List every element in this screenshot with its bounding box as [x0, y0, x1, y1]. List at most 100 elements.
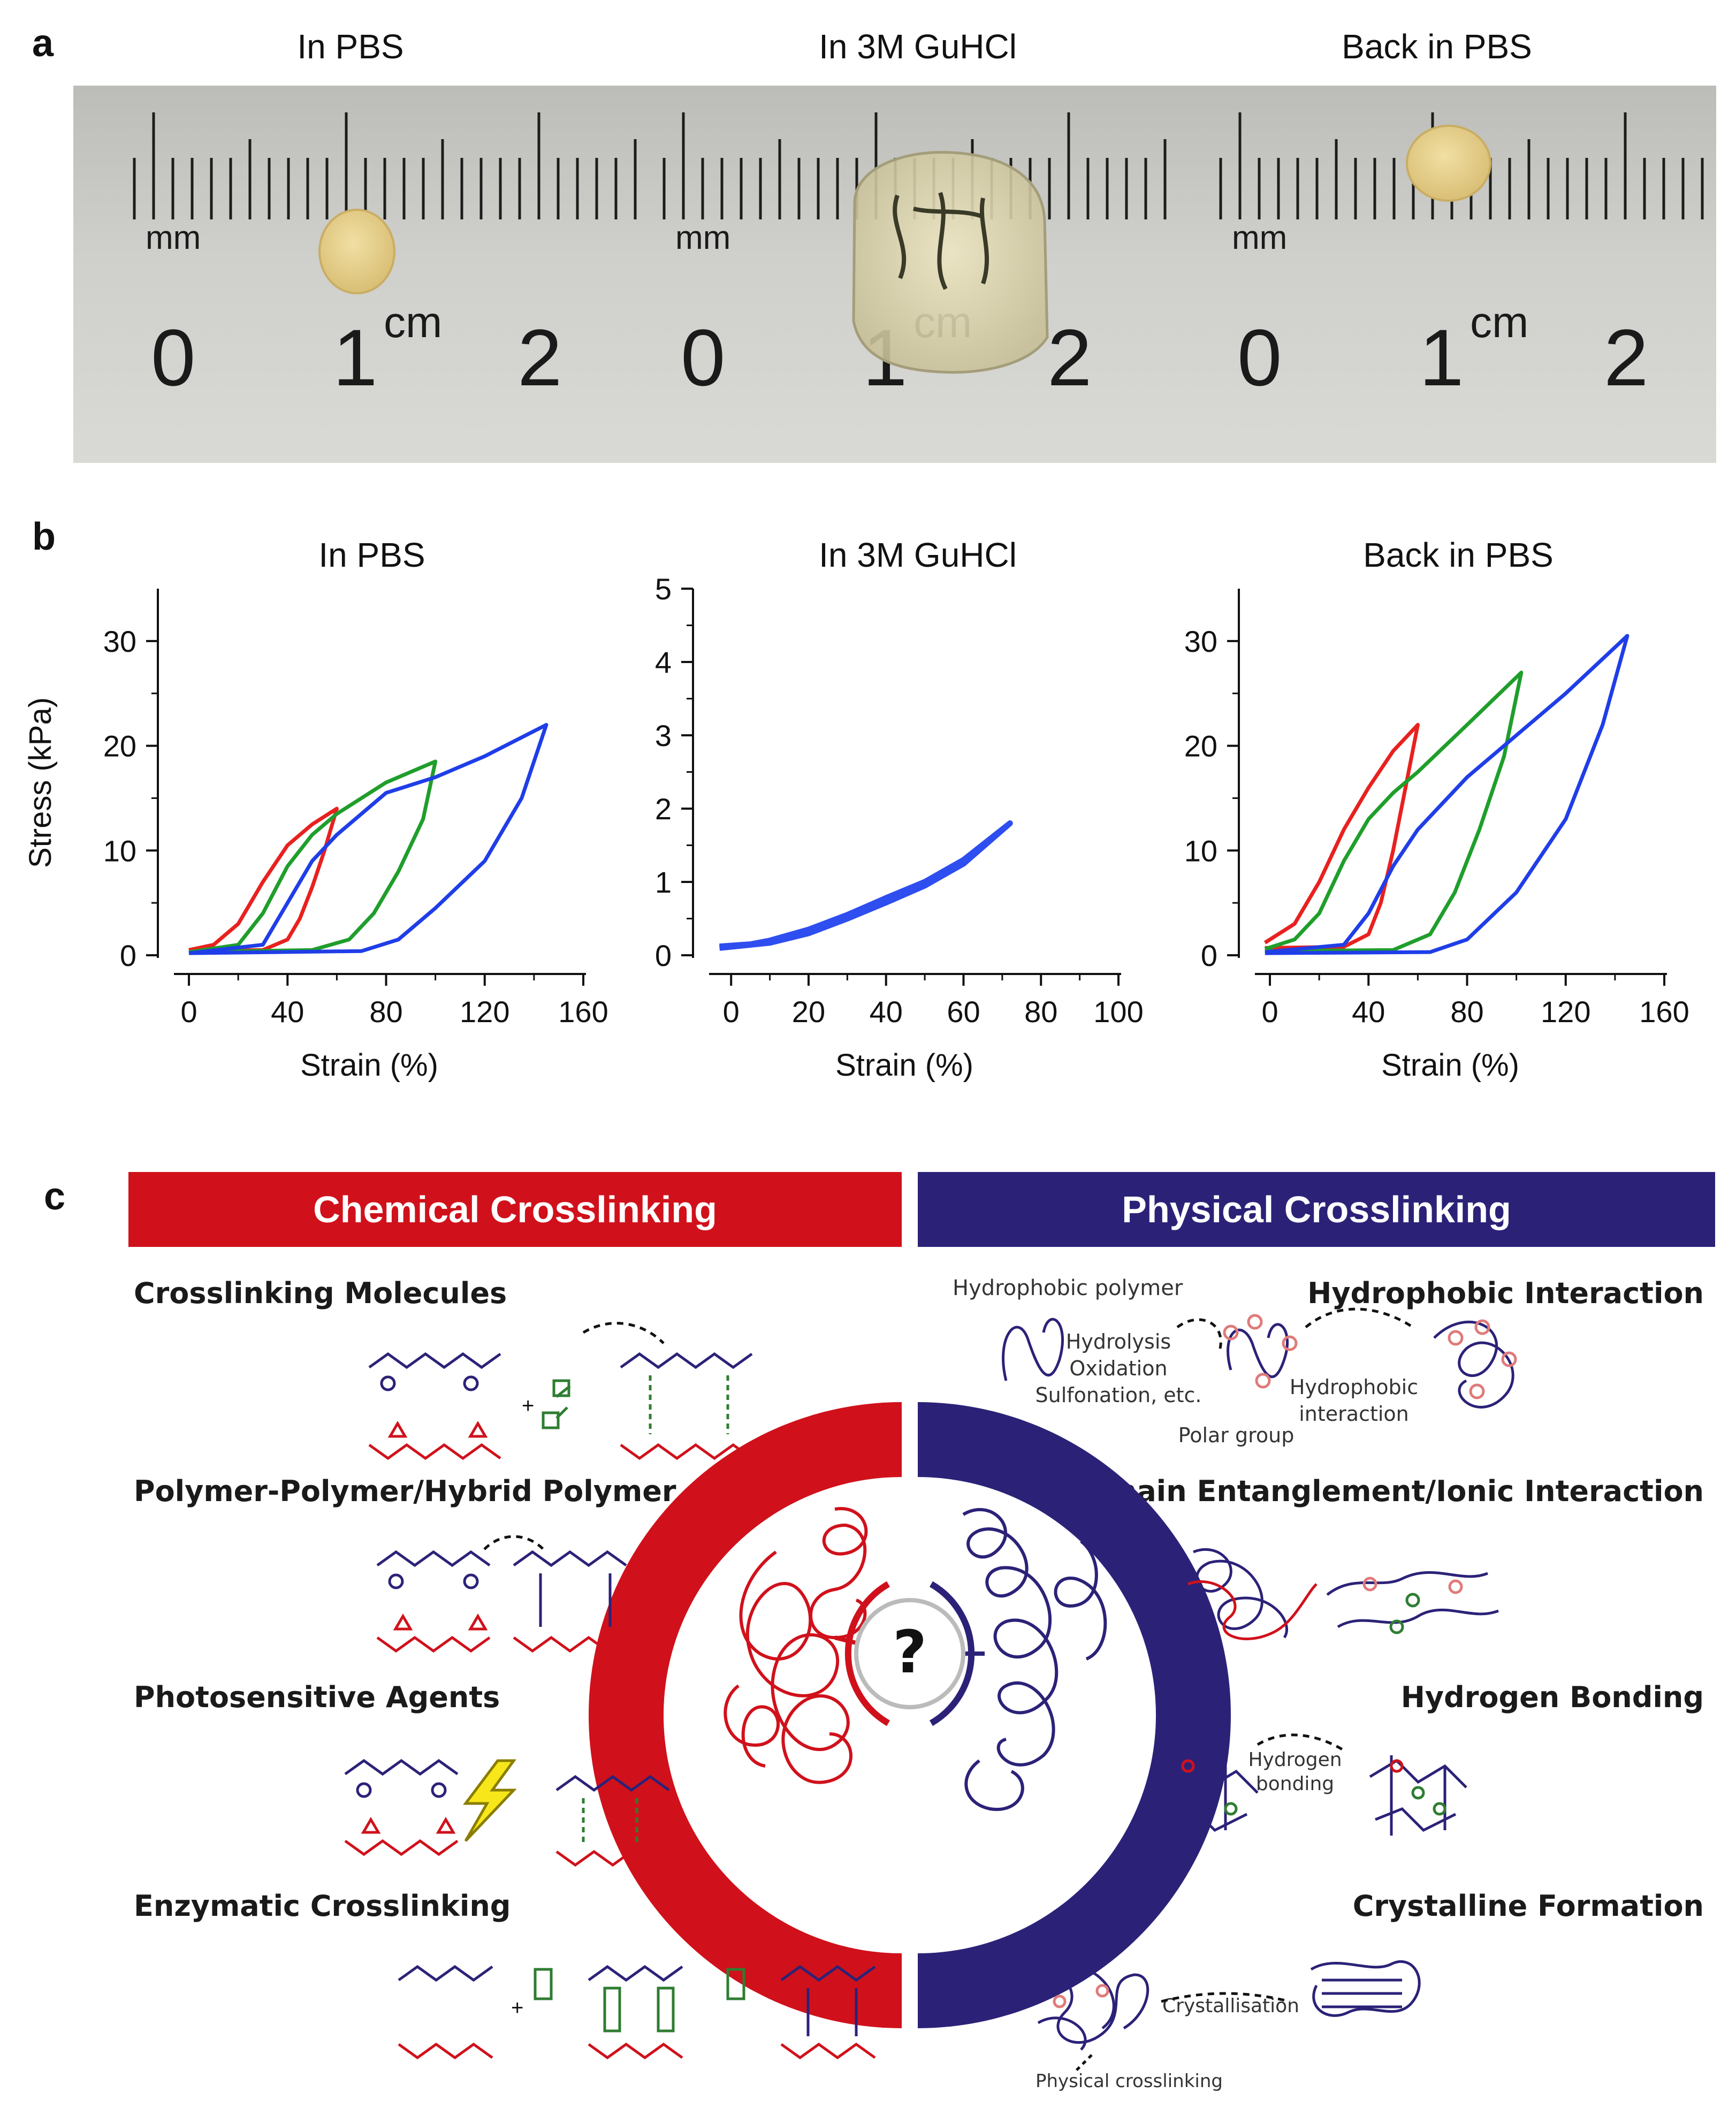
photo-title-pbs: In PBS	[297, 27, 404, 66]
y-tick-label: 0	[1201, 939, 1217, 972]
svg-text:+: +	[522, 1394, 534, 1418]
gel-sample-pbs	[318, 209, 395, 294]
diagram-polymer-polymer	[376, 1535, 627, 1653]
chemical-banner: Chemical Crosslinking	[128, 1172, 902, 1247]
y-tick-label: 4	[655, 645, 672, 679]
annot-oxidation: Oxidation	[1069, 1357, 1167, 1380]
gel-sample-swollen	[852, 150, 1049, 374]
ruler-number-2: 2	[1604, 313, 1648, 402]
annot-physical-crosslinking: Physical crosslinking	[1035, 2071, 1223, 2092]
annot-hydrophobic-polymer: Hydrophobic polymer	[953, 1276, 1183, 1300]
annot-hydrogen-2: bonding	[1256, 1773, 1334, 1795]
x-tick-label: 160	[558, 995, 608, 1029]
annot-hydrogen-1: Hydrogen	[1248, 1749, 1342, 1771]
series-cycle-100-	[1264, 671, 1524, 953]
center-question-mark: ?	[893, 1618, 927, 1686]
diagram-hydrogen-bonding	[1160, 1733, 1467, 1836]
panel-letter-a: a	[32, 22, 54, 65]
panel-letter-c: c	[44, 1175, 66, 1218]
chart-title-back-pbs: Back in PBS	[1363, 536, 1554, 574]
series-cycles	[719, 820, 1013, 951]
ruler-unit-cm: cm	[384, 298, 442, 347]
x-tick-label: 120	[460, 995, 509, 1029]
y-tick-label: 10	[103, 834, 136, 867]
diagram-crystalline	[1026, 1960, 1421, 2072]
label-photosensitive: Photosensitive Agents	[134, 1680, 500, 1714]
diagram-crosslinking-molecules: +	[368, 1322, 753, 1460]
label-polymer-polymer: Polymer-Polymer/Hybrid Polymer	[134, 1474, 676, 1508]
photo-title-guhcl: In 3M GuHCl	[819, 27, 1017, 66]
question-circle	[854, 1598, 965, 1709]
x-tick-label: 60	[947, 995, 980, 1029]
chart-title-guhcl: In 3M GuHCl	[819, 536, 1017, 574]
label-crosslinking-molecules: Crosslinking Molecules	[134, 1276, 507, 1310]
diagram-hydrophobic	[1002, 1307, 1517, 1409]
x-axis-label: Strain (%)	[835, 1048, 973, 1083]
x-tick-label: 40	[271, 995, 304, 1029]
annot-hydrophobic-int-2: interaction	[1299, 1402, 1409, 1426]
x-tick-label: 0	[180, 995, 197, 1029]
x-tick-label: 120	[1541, 995, 1590, 1029]
y-tick-label: 10	[1184, 834, 1217, 867]
diagram-enzymatic: +	[398, 1965, 876, 2060]
series-cycle-145-	[188, 722, 549, 955]
y-tick-label: 3	[655, 719, 672, 752]
ruler-number-2: 2	[517, 313, 562, 402]
ruler-number-0: 0	[681, 313, 725, 402]
annot-sulfonation: Sulfonation, etc.	[1035, 1383, 1202, 1407]
photo-strip: mm012cmmm012cmmm012cm	[73, 86, 1723, 463]
label-hydrogen-bonding: Hydrogen Bonding	[1400, 1680, 1704, 1714]
ruler-photos: mm012cmmm012cmmm012cm	[133, 112, 1723, 402]
x-tick-label: 40	[1352, 995, 1385, 1029]
x-axis-label: Strain (%)	[300, 1048, 438, 1083]
x-tick-label: 80	[369, 995, 402, 1029]
ruler-unit-mm: mm	[675, 219, 730, 256]
label-chain-entanglement: Chain Entanglement/Ionic Interaction	[1095, 1474, 1704, 1508]
ruler-number-2: 2	[1047, 313, 1092, 402]
x-tick-label: 40	[870, 995, 903, 1029]
y-tick-label: 20	[1184, 729, 1217, 763]
annot-hydrolysis: Hydrolysis	[1066, 1330, 1171, 1353]
y-tick-label: 1	[655, 865, 672, 899]
y-tick-label: 2	[655, 792, 672, 826]
annot-polar-group: Polar group	[1178, 1424, 1295, 1447]
chart-1: 0 1 2 3 4 5 0 20 40 60 80 100 Strain (%)	[655, 572, 1144, 1083]
chemical-network	[724, 1507, 868, 1784]
x-axis-label: Strain (%)	[1381, 1048, 1519, 1083]
crosslinking-schematic: ? + +	[344, 1276, 1517, 2092]
chart-0: 0 10 20 30 0 40 80 120 160 Strain (%) Stress (kPa)	[23, 589, 608, 1083]
ruler-number-1: 1	[1419, 313, 1464, 402]
chemical-ring	[589, 1402, 902, 2028]
ruler-2: mm 0 1 2 cm	[1219, 112, 1723, 402]
y-tick-label: 0	[655, 939, 672, 972]
label-crystalline: Crystalline Formation	[1352, 1889, 1704, 1923]
annot-crystallisation: Crystallisation	[1162, 1995, 1299, 2017]
label-enzymatic: Enzymatic Crosslinking	[134, 1889, 511, 1923]
series-cycle-145-	[1265, 634, 1630, 955]
diagram-photosensitive	[344, 1759, 670, 1867]
x-tick-label: 100	[1093, 995, 1143, 1029]
series-cycle-60-	[188, 806, 339, 953]
physical-ring	[918, 1402, 1231, 2028]
physical-banner: Physical Crosslinking	[918, 1172, 1715, 1247]
y-tick-label: 30	[1184, 625, 1217, 658]
ruler-number-0: 0	[151, 313, 195, 402]
series-cycle-60-	[1263, 722, 1420, 950]
photo-title-back-pbs: Back in PBS	[1342, 27, 1532, 66]
ruler-unit-mm: mm	[1232, 219, 1287, 256]
ruler-unit-cm: cm	[1470, 298, 1528, 347]
ruler-0: mm 0 1 2 cm	[133, 112, 637, 402]
y-axis-label: Stress (kPa)	[23, 697, 58, 868]
y-tick-label: 30	[103, 625, 136, 658]
series-cycle-100-	[188, 759, 438, 954]
svg-text:+: +	[511, 1996, 523, 2020]
y-tick-label: 0	[120, 939, 136, 972]
physical-network	[962, 1508, 1107, 1811]
gel-sample-back-pbs	[1406, 125, 1491, 202]
y-tick-label: 5	[655, 572, 672, 606]
x-tick-label: 0	[723, 995, 740, 1029]
ruler-number-1: 1	[333, 313, 377, 402]
annot-hydrophobic-int-1: Hydrophobic	[1290, 1375, 1418, 1399]
x-tick-label: 20	[792, 995, 825, 1029]
